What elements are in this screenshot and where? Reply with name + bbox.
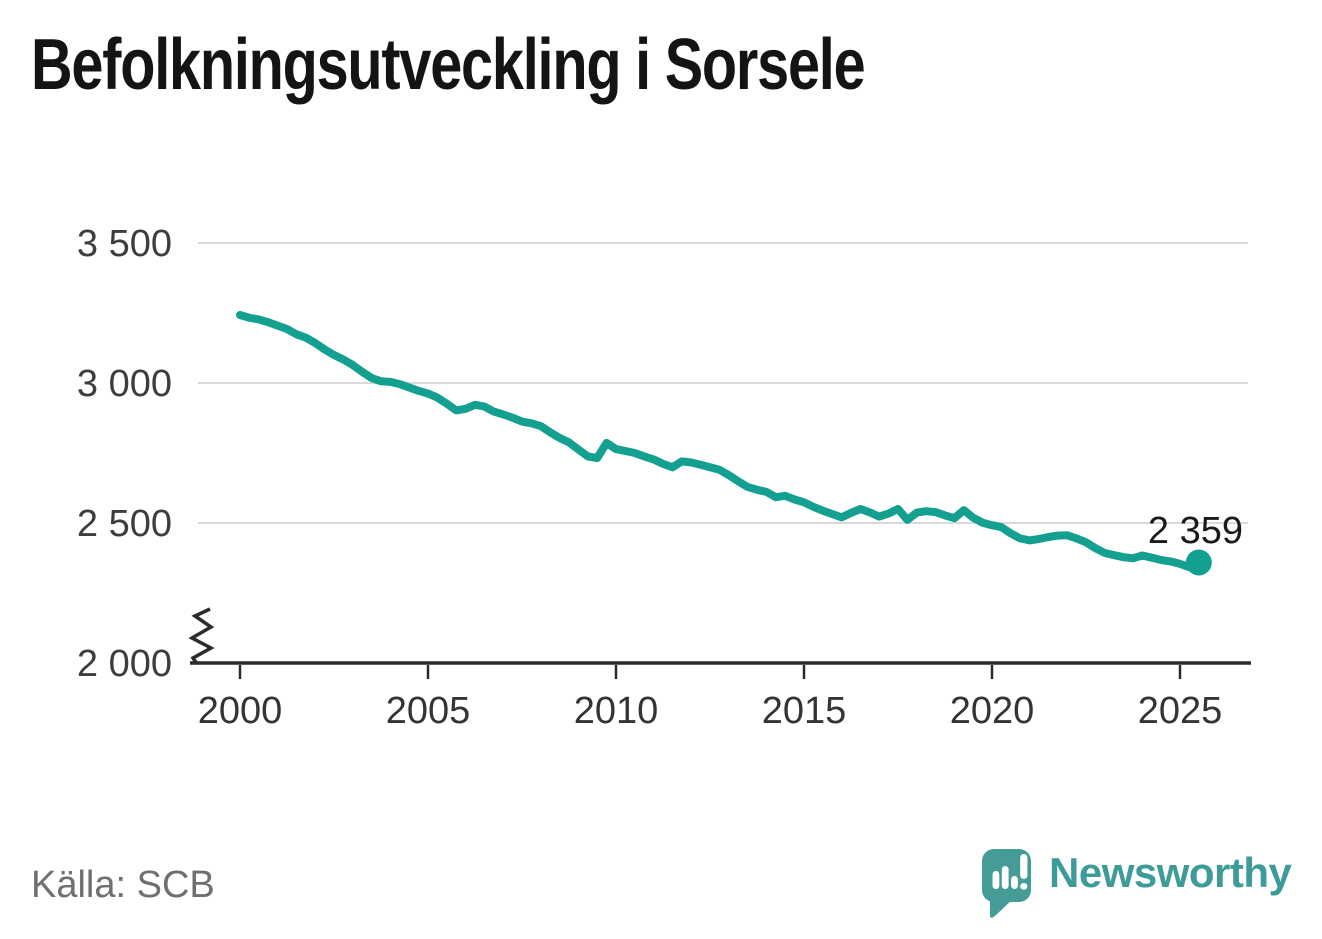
x-tick-label-2010: 2010 — [574, 690, 659, 732]
y-tick-label-3000: 3 000 — [77, 363, 172, 405]
x-tick-label-2020: 2020 — [950, 690, 1035, 732]
source-note: Källa: SCB — [31, 864, 215, 906]
y-tick-label-2500: 2 500 — [77, 503, 172, 545]
end-value-label: 2 359 — [1148, 510, 1243, 552]
x-tick-label-2005: 2005 — [386, 690, 471, 732]
population-line — [236, 311, 1203, 572]
newsworthy-speech-bubble-bar-chart-icon — [982, 849, 1031, 918]
x-tick-label-2015: 2015 — [762, 690, 847, 732]
brand-name: Newsworthy — [1049, 849, 1292, 896]
brand-logo: Newsworthy — [980, 845, 1292, 923]
y-tick-label-2000: 2 000 — [77, 643, 172, 685]
x-tick-label-2000: 2000 — [198, 690, 283, 732]
y-tick-label-3500: 3 500 — [77, 223, 172, 265]
end-point-marker — [1185, 549, 1212, 576]
x-tick-label-2025: 2025 — [1138, 690, 1223, 732]
axis-break-icon — [188, 607, 215, 665]
chart-title: Befolkningsutveckling i Sorsele — [31, 25, 866, 105]
